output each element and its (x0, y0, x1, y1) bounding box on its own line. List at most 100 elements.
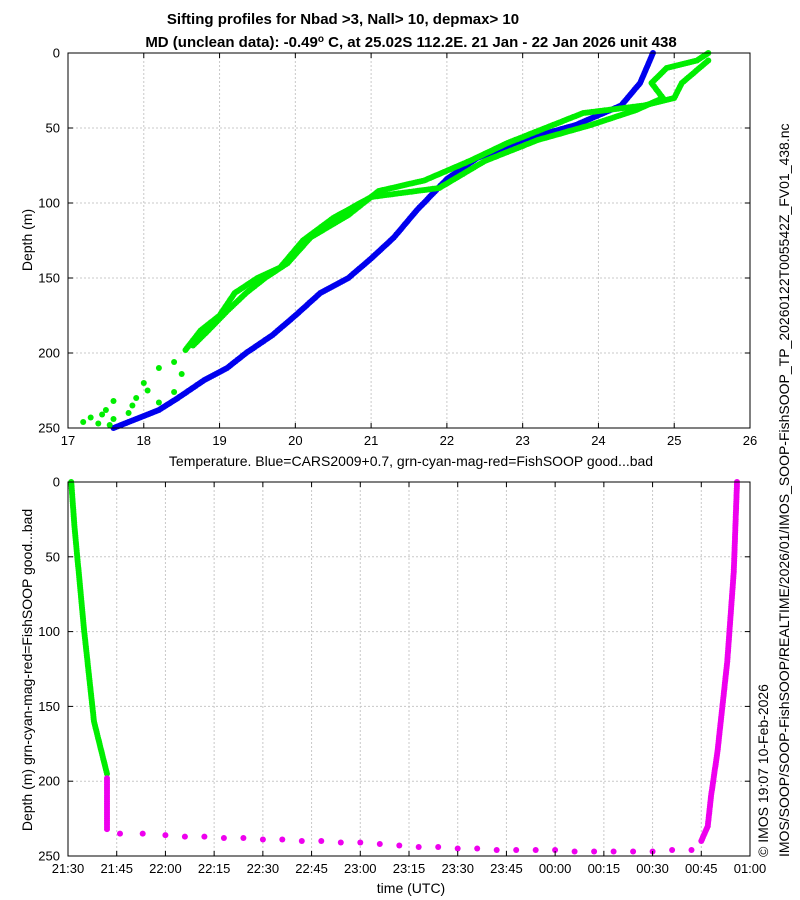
panel1-data-point (182, 347, 189, 353)
panel1-y-tick-label: 250 (38, 421, 60, 436)
panel1-y-tick-label: 200 (38, 346, 60, 361)
panel1-x-tick-label: 20 (288, 433, 302, 448)
panel2-y-tick-label: 100 (38, 624, 60, 639)
panel2-data-point (181, 833, 188, 840)
panel2-x-tick-label: 23:45 (490, 861, 523, 876)
panel2-series-2 (117, 830, 695, 855)
panel2-data-point (474, 845, 481, 852)
panel1-x-tick-label: 19 (212, 433, 226, 448)
panel2-x-axis-label: time (UTC) (377, 880, 445, 896)
panel1-x-tick-label: 18 (137, 433, 151, 448)
panel1-data-point (99, 411, 106, 418)
panel2-data-point (571, 848, 578, 855)
panel1-x-tick-label: 22 (440, 433, 454, 448)
panel1-data-point (110, 398, 117, 404)
panel1-data-point (144, 387, 151, 394)
panel2-data-point (630, 848, 637, 855)
panel1-grid (68, 53, 750, 428)
panel2-y-tick-label: 0 (53, 475, 60, 490)
panel2-x-tick-label: 22:15 (198, 861, 231, 876)
panel1-x-tick-label: 24 (591, 433, 605, 448)
panel2-data-point (104, 826, 110, 833)
panel2-x-tick-label: 00:15 (588, 861, 621, 876)
panel1-x-tick-label: 17 (61, 433, 75, 448)
panel2-ticks: 21:30 21:45 22:00 22:15 22:30 22:45 23:00 23:15… (38, 475, 766, 877)
panel1-data-point (129, 402, 136, 409)
panel2-x-tick-label: 23:30 (441, 861, 474, 876)
panel2-data-point (318, 838, 325, 844)
panel2-data-point (139, 830, 146, 837)
panel1-data-point (95, 420, 102, 427)
panel1-data-point (102, 407, 109, 413)
panel1-y-tick-label: 50 (46, 121, 60, 136)
panel2-data-point (454, 845, 461, 852)
panel1-x-axis-label: Temperature. Blue=CARS2009+0.7, grn-cyan… (169, 453, 653, 469)
panel2-series-1 (104, 775, 110, 833)
time-depth-panel: 21:30 21:45 22:00 22:15 22:30 22:45 23:00 23:15… (19, 475, 766, 897)
panel2-data-point (357, 839, 364, 846)
panel2-y-tick-label: 150 (38, 699, 60, 714)
panel1-data-point (155, 365, 162, 371)
panel2-data-point (117, 830, 123, 837)
panel2-data-point (279, 836, 286, 843)
panel1-data-point (140, 380, 147, 386)
panel2-x-tick-label: 00:45 (685, 861, 718, 876)
panel1-data-point (171, 359, 178, 365)
panel1-y-tick-label: 150 (38, 271, 60, 286)
panel1-ticks: 17 18 19 20 21 22 23 24 25 26 0 50 100 150 200 250 (38, 46, 757, 449)
temperature-depth-panel: 17 18 19 20 21 22 23 24 25 26 0 50 100 150 200 250 Temp… (19, 46, 757, 470)
chart-title-line2: MD (unclean data): -0.49o C, at 25.02S 1… (145, 34, 676, 52)
panel1-data (80, 50, 712, 431)
panel2-y-tick-label: 250 (38, 849, 60, 864)
panel2-data-point (591, 848, 598, 855)
panel2-data-point (415, 844, 422, 850)
panel2-data-point (337, 839, 344, 846)
panel2-y-axis-label: Depth (m) grn-cyan-mag-red=FishSOOP good… (19, 509, 35, 831)
title-line2-superscript: o (318, 34, 324, 45)
panel2-x-tick-label: 00:00 (539, 861, 572, 876)
panel1-data-point (178, 371, 185, 377)
panel2-series-0 (68, 479, 110, 777)
panel2-data-point (162, 832, 169, 839)
panel1-data-point (110, 416, 117, 422)
panel2-x-tick-label: 01:00 (734, 861, 767, 876)
panel1-x-tick-label: 23 (515, 433, 529, 448)
panel1-data-point (80, 419, 87, 425)
panel2-data-point (610, 848, 617, 855)
panel2-grid (68, 482, 750, 856)
title-line2-part-b: C, at 25.02S 112.2E. 21 Jan - 22 Jan 202… (324, 34, 677, 51)
panel1-frame (67, 52, 751, 429)
panel2-data-point (513, 847, 520, 853)
panel1-series-0 (110, 50, 656, 431)
panel2-data-point (669, 847, 676, 853)
panel2-data-point (376, 841, 383, 847)
panel1-data-point (155, 399, 162, 406)
panel2-data (68, 479, 740, 855)
panel2-data-point (552, 847, 559, 853)
panel1-series-2 (190, 57, 712, 349)
panel2-data-point (396, 842, 403, 849)
panel1-y-axis-label: Depth (m) (19, 209, 35, 271)
panel2-data-point (532, 847, 539, 853)
panel1-x-tick-label: 25 (667, 433, 681, 448)
panel2-x-tick-label: 22:00 (149, 861, 182, 876)
panel2-x-tick-label: 21:30 (52, 861, 85, 876)
panel1-data-point (125, 410, 132, 416)
panel1-data-point (133, 395, 140, 401)
panel2-data-point (688, 847, 695, 853)
panel1-x-tick-label: 26 (743, 433, 757, 448)
panel2-x-tick-label: 21:45 (100, 861, 133, 876)
panel2-data-point (298, 838, 305, 844)
panel2-data-point (493, 847, 500, 853)
side-stamp: © IMOS 19:07 10-Feb-2026 (755, 684, 771, 857)
panel2-x-tick-label: 22:45 (295, 861, 328, 876)
panel2-y-tick-label: 200 (38, 774, 60, 789)
panel2-data-point (435, 844, 442, 850)
panel2-data-point (201, 833, 208, 840)
panel2-x-tick-label: 23:15 (393, 861, 426, 876)
panel1-y-tick-label: 0 (53, 46, 60, 61)
panel1-series-3 (80, 359, 185, 428)
panel2-data-point (220, 835, 227, 841)
panel1-y-tick-label: 100 (38, 196, 60, 211)
